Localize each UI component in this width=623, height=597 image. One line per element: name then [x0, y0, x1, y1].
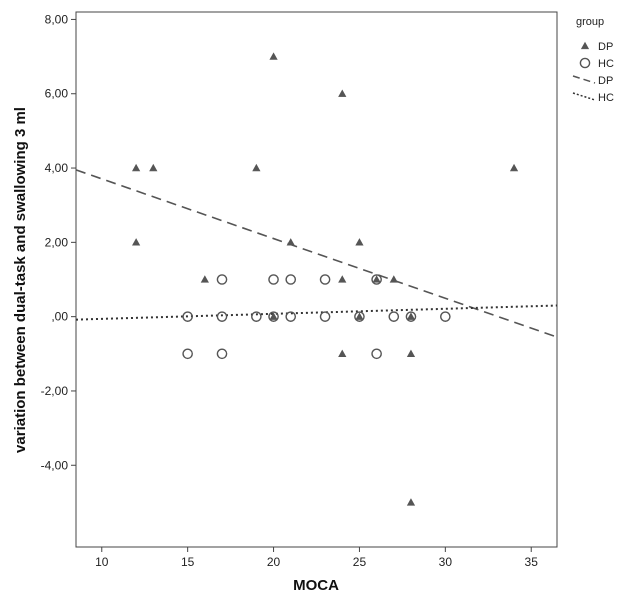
point-hc — [405, 311, 417, 322]
point-dp — [132, 238, 141, 246]
point-dp — [149, 163, 158, 172]
point-hc — [371, 348, 382, 360]
point-hc — [182, 348, 193, 360]
y-tick-label: 8,00 — [45, 12, 69, 26]
point-dp — [286, 238, 295, 246]
legend-label-dp: DP — [598, 41, 613, 53]
data-points — [132, 52, 519, 506]
x-axis: 10 15 20 25 30 35 — [95, 547, 538, 569]
point-hc — [440, 311, 451, 322]
x-tick-label: 15 — [181, 555, 195, 569]
point-dp — [372, 275, 381, 283]
point-dp — [406, 349, 416, 357]
fit-line-dp-dashed — [75, 169, 558, 338]
point-dp — [406, 498, 416, 506]
point-hc — [319, 274, 331, 285]
point-hc — [354, 311, 365, 322]
point-hc — [371, 274, 382, 285]
point-hc — [285, 274, 297, 285]
point-dp — [406, 312, 416, 320]
y-tick-label: -2,00 — [41, 384, 69, 398]
plot-area — [75, 11, 558, 548]
point-hc — [182, 311, 193, 322]
point-hc — [216, 348, 228, 360]
point-dp — [269, 312, 278, 320]
point-hc — [268, 311, 279, 322]
y-tick-label: ,00 — [51, 310, 68, 324]
y-axis-title: variation between dual-task and swallowi… — [12, 107, 29, 453]
y-tick-label: 2,00 — [45, 235, 69, 249]
point-hc — [216, 274, 228, 285]
point-dp — [338, 349, 347, 357]
legend-line-label-hc: HC — [598, 92, 614, 104]
legend-title: group — [576, 16, 604, 28]
point-dp — [338, 89, 347, 97]
point-dp — [338, 275, 347, 283]
point-hc — [388, 311, 400, 322]
point-dp — [509, 163, 519, 172]
point-dp — [132, 163, 141, 172]
y-tick-label: -4,00 — [41, 458, 69, 472]
legend-marker-dp — [580, 41, 590, 50]
point-hc — [319, 311, 331, 322]
fit-lines — [75, 169, 558, 338]
point-hc — [268, 274, 279, 285]
x-tick-label: 25 — [353, 555, 367, 569]
legend-line-hc-dotted — [572, 92, 596, 101]
x-tick-label: 20 — [267, 555, 281, 569]
y-tick-label: 6,00 — [45, 87, 69, 101]
x-tick-label: 30 — [439, 555, 453, 569]
legend-items: DP HC DP HC — [572, 41, 614, 104]
fit-line-hc-dotted — [75, 304, 558, 321]
point-hc — [285, 311, 297, 322]
point-dp — [355, 238, 364, 246]
legend-line-dp-dashed — [572, 75, 596, 84]
point-hc — [216, 311, 228, 322]
legend-marker-hc — [579, 57, 591, 69]
x-tick-label: 10 — [95, 555, 109, 569]
point-dp — [269, 52, 278, 60]
point-dp — [252, 163, 261, 172]
point-dp — [200, 275, 209, 283]
point-dp — [389, 275, 398, 283]
y-tick-label: 4,00 — [45, 161, 69, 175]
point-dp — [355, 312, 364, 320]
point-hc — [251, 311, 262, 322]
x-axis-title: MOCA — [293, 577, 339, 594]
y-axis: -4,00 -2,00 ,00 2,00 4,00 6,00 8,00 — [41, 12, 76, 472]
legend-label-hc: HC — [598, 58, 614, 70]
legend-line-label-dp: DP — [598, 75, 613, 87]
legend: group DP HC DP HC — [572, 16, 614, 104]
x-tick-label: 35 — [525, 555, 539, 569]
